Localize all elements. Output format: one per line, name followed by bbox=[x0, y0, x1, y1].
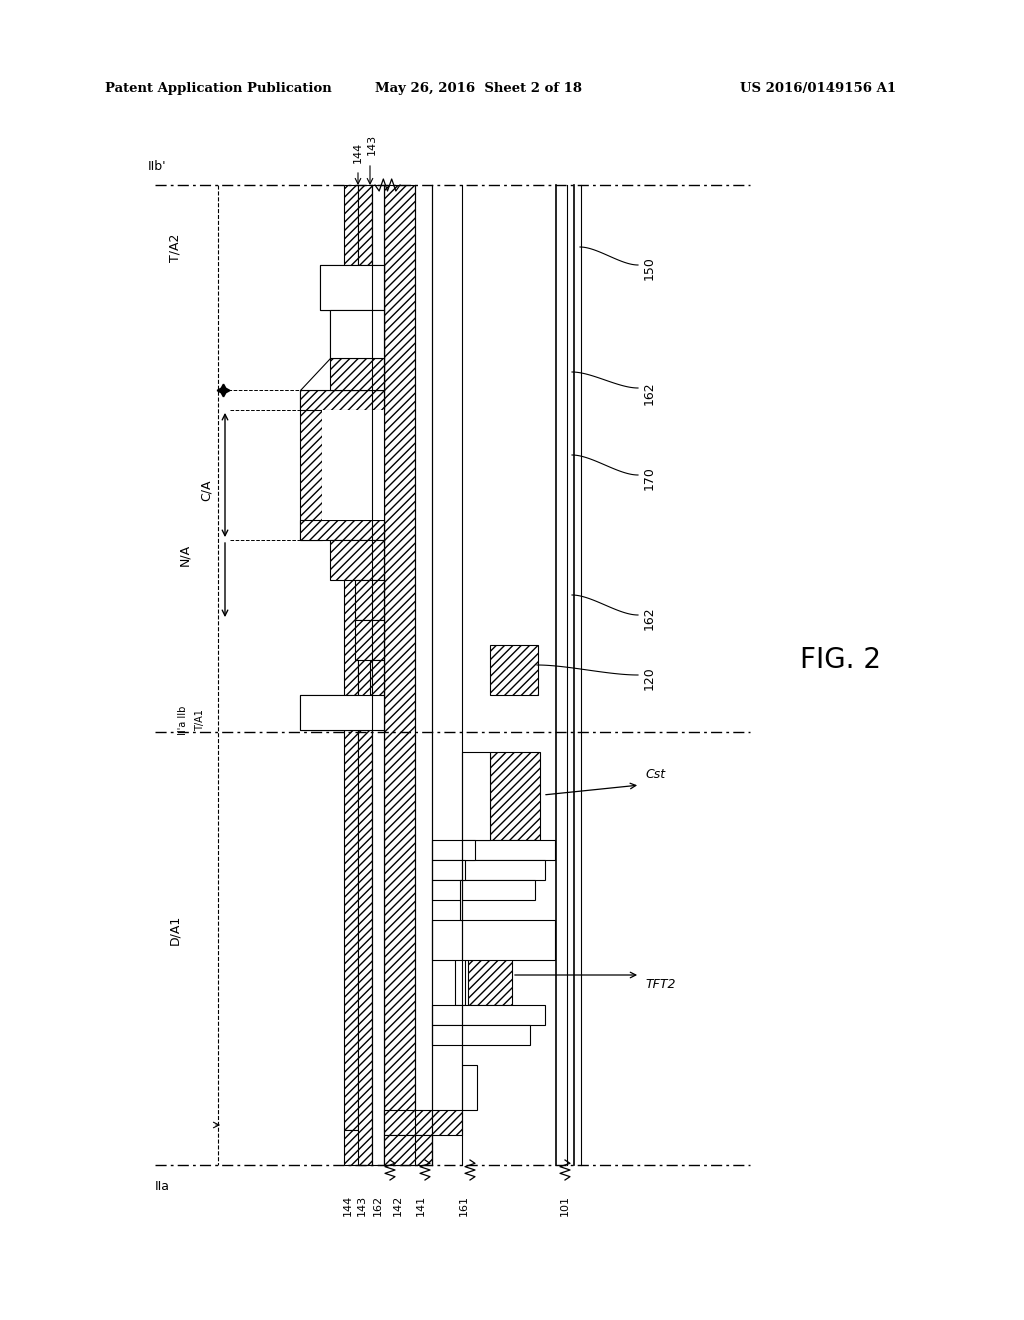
Bar bbox=[330, 540, 384, 579]
Bar bbox=[330, 310, 384, 358]
Bar bbox=[462, 840, 475, 861]
Bar bbox=[468, 958, 512, 1005]
Bar bbox=[300, 389, 322, 540]
Bar bbox=[384, 1135, 432, 1166]
Text: IIa: IIa bbox=[155, 1180, 170, 1193]
Text: May 26, 2016  Sheet 2 of 18: May 26, 2016 Sheet 2 of 18 bbox=[375, 82, 582, 95]
Bar bbox=[319, 265, 384, 310]
Bar bbox=[384, 185, 415, 1166]
Text: 170: 170 bbox=[643, 466, 656, 490]
Bar bbox=[460, 880, 462, 920]
Bar bbox=[490, 752, 540, 840]
Text: Patent Application Publication: Patent Application Publication bbox=[105, 82, 332, 95]
Bar bbox=[355, 620, 384, 660]
Text: N/A: N/A bbox=[178, 544, 191, 566]
Bar bbox=[300, 696, 360, 730]
Bar bbox=[300, 696, 384, 730]
Polygon shape bbox=[300, 358, 384, 389]
Text: FIG. 2: FIG. 2 bbox=[800, 645, 881, 675]
Text: 144: 144 bbox=[353, 141, 362, 162]
Bar bbox=[319, 265, 384, 310]
Bar bbox=[432, 1005, 545, 1026]
Text: 162: 162 bbox=[373, 1195, 383, 1216]
Bar bbox=[432, 920, 555, 960]
Bar bbox=[462, 752, 490, 840]
Bar bbox=[330, 358, 384, 389]
Bar bbox=[372, 185, 384, 1166]
Bar bbox=[432, 861, 545, 880]
Bar bbox=[300, 520, 384, 540]
Text: D/A1: D/A1 bbox=[169, 915, 181, 945]
Bar bbox=[432, 880, 535, 900]
Text: C/A: C/A bbox=[200, 479, 213, 500]
Bar bbox=[370, 660, 384, 700]
Text: II'a IIb: II'a IIb bbox=[178, 705, 188, 735]
Bar bbox=[358, 185, 372, 1166]
Text: 143: 143 bbox=[357, 1195, 367, 1216]
Bar bbox=[462, 861, 465, 880]
Text: 150: 150 bbox=[643, 256, 656, 280]
Bar bbox=[355, 579, 384, 620]
Text: US 2016/0149156 A1: US 2016/0149156 A1 bbox=[740, 82, 896, 95]
Text: 161: 161 bbox=[459, 1195, 469, 1216]
Text: 141: 141 bbox=[416, 1195, 426, 1216]
Bar bbox=[432, 1026, 530, 1045]
Bar bbox=[344, 185, 358, 1130]
Text: 101: 101 bbox=[560, 1195, 570, 1216]
Text: T/A2: T/A2 bbox=[169, 234, 181, 263]
Text: 120: 120 bbox=[643, 667, 656, 690]
Text: 162: 162 bbox=[643, 381, 656, 405]
Bar bbox=[330, 310, 384, 358]
Bar bbox=[300, 389, 384, 411]
Bar bbox=[432, 840, 555, 861]
Text: 143: 143 bbox=[367, 133, 377, 154]
Text: IIb': IIb' bbox=[148, 161, 167, 173]
Bar bbox=[490, 645, 538, 696]
Bar bbox=[462, 1065, 477, 1110]
Text: T/A1: T/A1 bbox=[195, 709, 205, 731]
Text: 144: 144 bbox=[343, 1195, 353, 1216]
Text: 142: 142 bbox=[393, 1195, 403, 1216]
Text: 162: 162 bbox=[643, 606, 656, 630]
Text: TFT2: TFT2 bbox=[645, 978, 676, 991]
Text: Cst: Cst bbox=[645, 768, 666, 781]
Bar bbox=[384, 1110, 462, 1135]
Bar bbox=[455, 958, 465, 1005]
Bar bbox=[344, 1130, 368, 1166]
Bar bbox=[322, 411, 384, 520]
